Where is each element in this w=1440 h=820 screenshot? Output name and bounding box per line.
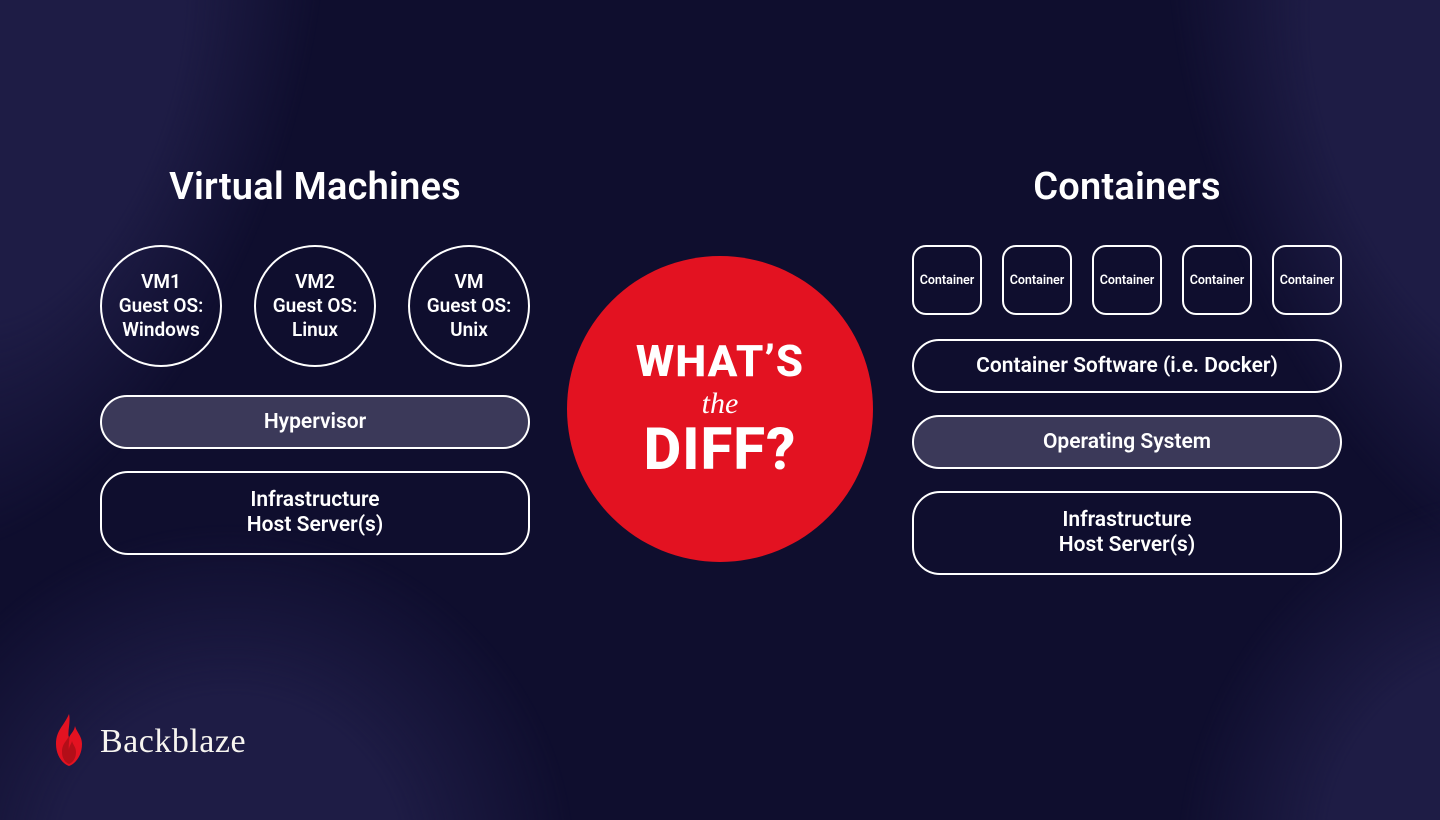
ct-infra-box: Infrastructure Host Server(s) xyxy=(912,491,1342,575)
vm-infra-line2: Host Server(s) xyxy=(247,513,383,538)
center-line3: DIFF? xyxy=(644,421,797,479)
vm-title: Virtual Machines xyxy=(100,165,530,209)
ct-title: Containers xyxy=(912,165,1342,209)
center-badge: WHAT’S the DIFF? xyxy=(567,256,873,562)
ct-software-box: Container Software (i.e. Docker) xyxy=(912,339,1342,393)
containers-column: Containers Container Container Container… xyxy=(912,165,1342,575)
center-line2: the xyxy=(702,389,739,419)
center-line1: WHAT’S xyxy=(636,339,804,383)
container-box-2: Container xyxy=(1002,245,1072,315)
vm-circle-1: VM1 Guest OS: Windows xyxy=(100,245,222,367)
vm-circles-row: VM1 Guest OS: Windows VM2 Guest OS: Linu… xyxy=(100,245,530,367)
vm-hypervisor-box: Hypervisor xyxy=(100,395,530,449)
vm-circle-3: VM Guest OS: Unix xyxy=(408,245,530,367)
vm-column: Virtual Machines VM1 Guest OS: Windows V… xyxy=(100,165,530,555)
brand-name: Backblaze xyxy=(100,723,246,761)
container-box-1: Container xyxy=(912,245,982,315)
vm-infra-box: Infrastructure Host Server(s) xyxy=(100,471,530,555)
vm-infra-line1: Infrastructure xyxy=(250,488,379,513)
vm-circle-2: VM2 Guest OS: Linux xyxy=(254,245,376,367)
vm3-line1: VM xyxy=(455,270,484,294)
container-box-3: Container xyxy=(1092,245,1162,315)
ct-infra-line2: Host Server(s) xyxy=(1059,533,1195,558)
container-box-4: Container xyxy=(1182,245,1252,315)
vm1-line2: Guest OS: xyxy=(119,294,204,318)
vm2-line1: VM2 xyxy=(295,270,335,294)
ct-infra-line1: Infrastructure xyxy=(1062,508,1191,533)
vm2-line2: Guest OS: xyxy=(273,294,358,318)
container-boxes-row: Container Container Container Container … xyxy=(912,245,1342,315)
vm-hypervisor-label: Hypervisor xyxy=(264,410,366,434)
brand-logo: Backblaze xyxy=(50,712,246,772)
ct-software-label: Container Software (i.e. Docker) xyxy=(976,354,1278,378)
vm1-line3: Windows xyxy=(122,318,199,342)
ct-os-label: Operating System xyxy=(1043,430,1211,454)
flame-icon xyxy=(50,712,88,772)
vm3-line2: Guest OS: xyxy=(427,294,512,318)
container-box-5: Container xyxy=(1272,245,1342,315)
ct-os-box: Operating System xyxy=(912,415,1342,469)
vm1-line1: VM1 xyxy=(141,270,181,294)
diagram-content: Virtual Machines VM1 Guest OS: Windows V… xyxy=(0,0,1440,820)
vm2-line3: Linux xyxy=(292,318,338,342)
vm3-line3: Unix xyxy=(450,318,488,342)
